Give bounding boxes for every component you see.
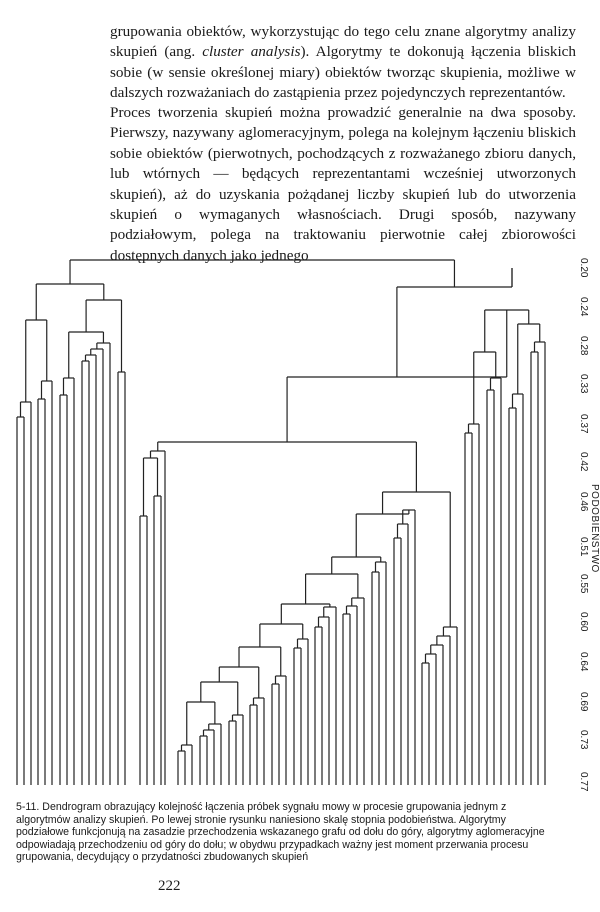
axis-tick-label: 0.60 bbox=[578, 612, 589, 632]
axis-tick-label: 0.37 bbox=[578, 414, 589, 434]
dendrogram-lines bbox=[16, 259, 546, 785]
paragraph-1-italic-term: cluster analysis bbox=[202, 43, 301, 61]
axis-tick-label: 0.55 bbox=[578, 574, 589, 594]
axis-tick-label: 0.69 bbox=[578, 692, 589, 712]
figure-caption: 5-11. Dendrogram obrazujący kolejność łą… bbox=[16, 801, 545, 864]
axis-tick-label: 0.46 bbox=[578, 492, 589, 512]
similarity-axis: 0.20 0.24 0.28 0.33 0.37 0.42 0.46 0.51 0.55 0.60… bbox=[578, 258, 600, 792]
axis-tick-label: 0.20 bbox=[578, 258, 589, 278]
axis-tick-label: 0.64 bbox=[578, 652, 589, 672]
axis-tick-label: 0.28 bbox=[578, 336, 589, 356]
dendrogram-figure: 0.20 0.24 0.28 0.33 0.37 0.42 0.46 0.51 0.55 0.60… bbox=[16, 258, 600, 792]
axis-tick-label: 0.33 bbox=[578, 374, 589, 394]
page-number: 222 bbox=[158, 878, 181, 894]
axis-tick-label: 0.42 bbox=[578, 452, 589, 472]
axis-tick-label: 0.73 bbox=[578, 730, 589, 750]
paragraph-1: grupowania obiektów, wykorzystując do te… bbox=[110, 22, 576, 104]
axis-tick-label: 0.51 bbox=[578, 537, 589, 557]
axis-title: PODOBIEŃSTWO bbox=[589, 484, 600, 573]
axis-tick-label: 0.77 bbox=[578, 772, 589, 792]
paragraph-1-text-a: grupowania obiektów, wykorzystując do te… bbox=[110, 23, 576, 61]
paragraph-2: Proces tworzenia skupień można prowadzić… bbox=[110, 104, 576, 264]
axis-tick-label: 0.24 bbox=[578, 297, 589, 317]
paragraph-1-text-b: ). Algorytmy te dokonują łączenia bliski… bbox=[110, 43, 577, 102]
